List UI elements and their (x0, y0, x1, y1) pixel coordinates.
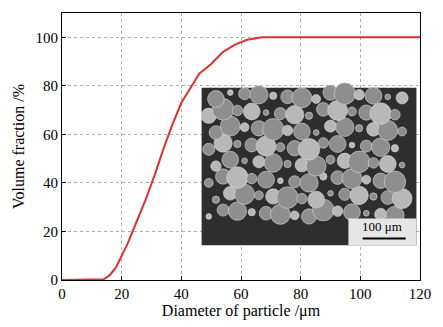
svg-text:0: 0 (58, 286, 66, 302)
svg-text:80: 80 (43, 78, 58, 94)
svg-text:100: 100 (349, 286, 372, 302)
svg-text:40: 40 (43, 175, 58, 191)
svg-text:100 μm: 100 μm (362, 219, 402, 234)
svg-text:0: 0 (51, 272, 59, 288)
svg-text:Volume fraction /%: Volume fraction /% (10, 84, 27, 209)
svg-text:80: 80 (293, 286, 308, 302)
svg-text:120: 120 (409, 286, 432, 302)
svg-text:20: 20 (43, 224, 58, 240)
svg-text:60: 60 (234, 286, 249, 302)
svg-text:Diameter of particle /μm: Diameter of particle /μm (162, 302, 321, 320)
svg-text:40: 40 (174, 286, 189, 302)
svg-text:20: 20 (114, 286, 129, 302)
svg-text:100: 100 (36, 30, 59, 46)
svg-text:60: 60 (43, 127, 58, 143)
